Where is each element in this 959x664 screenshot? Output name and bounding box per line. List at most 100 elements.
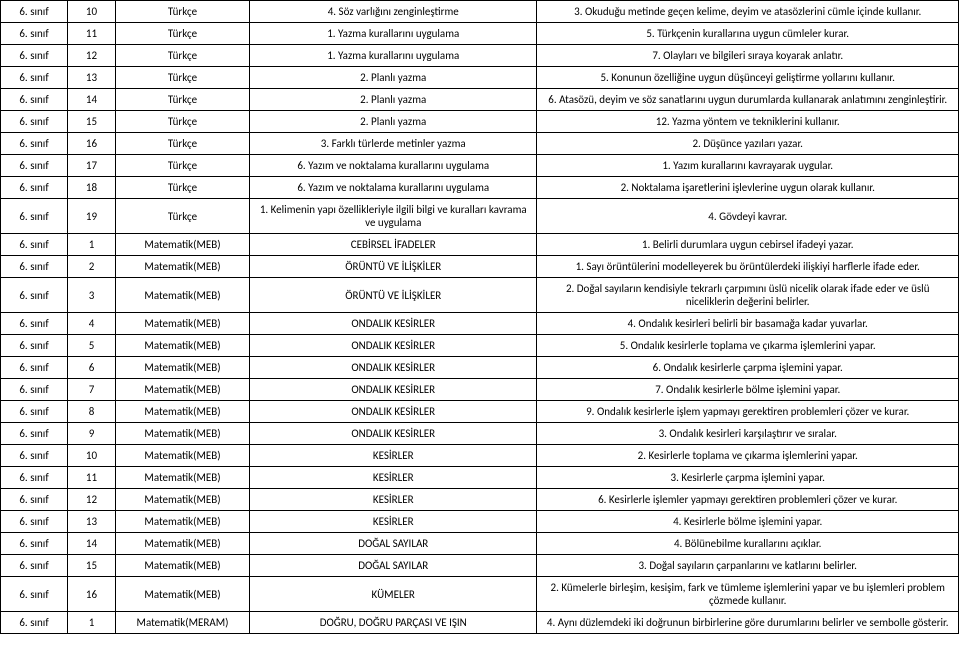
table-row: 6. sınıf3Matematik(MEB)ÖRÜNTÜ VE İLİŞKİL… — [1, 278, 959, 313]
table-row: 6. sınıf18Türkçe6. Yazım ve noktalama ku… — [1, 177, 959, 199]
objective-cell: 3. Okuduğu metinde geçen kelime, deyim v… — [537, 1, 959, 23]
table-row: 6. sınıf9Matematik(MEB)ONDALIK KESİRLER3… — [1, 423, 959, 445]
objective-cell: 6. Kesirlerle işlemler yapmayı gerektire… — [537, 489, 959, 511]
number-cell: 12 — [68, 45, 116, 67]
number-cell: 18 — [68, 177, 116, 199]
subject-cell: Türkçe — [115, 89, 249, 111]
subject-cell: Matematik(MEB) — [115, 577, 249, 612]
number-cell: 14 — [68, 533, 116, 555]
grade-cell: 6. sınıf — [1, 177, 68, 199]
topic-cell: DOĞRU, DOĞRU PARÇASI VE IŞIN — [250, 612, 537, 634]
number-cell: 15 — [68, 555, 116, 577]
objective-cell: 4. Bölünebilme kurallarını açıklar. — [537, 533, 959, 555]
objective-cell: 12. Yazma yöntem ve tekniklerini kullanı… — [537, 111, 959, 133]
grade-cell: 6. sınıf — [1, 357, 68, 379]
subject-cell: Türkçe — [115, 199, 249, 234]
topic-cell: ONDALIK KESİRLER — [250, 313, 537, 335]
subject-cell: Matematik(MEB) — [115, 511, 249, 533]
table-row: 6. sınıf8Matematik(MEB)ONDALIK KESİRLER9… — [1, 401, 959, 423]
table-row: 6. sınıf7Matematik(MEB)ONDALIK KESİRLER7… — [1, 379, 959, 401]
objective-cell: 4. Kesirlerle bölme işlemini yapar. — [537, 511, 959, 533]
number-cell: 10 — [68, 1, 116, 23]
objective-cell: 4. Ondalık kesirleri belirli bir basamağ… — [537, 313, 959, 335]
grade-cell: 6. sınıf — [1, 89, 68, 111]
subject-cell: Türkçe — [115, 111, 249, 133]
objective-cell: 2. Noktalama işaretlerini işlevlerine uy… — [537, 177, 959, 199]
number-cell: 11 — [68, 23, 116, 45]
number-cell: 6 — [68, 357, 116, 379]
grade-cell: 6. sınıf — [1, 133, 68, 155]
objective-cell: 5. Ondalık kesirlerle toplama ve çıkarma… — [537, 335, 959, 357]
topic-cell: DOĞAL SAYILAR — [250, 533, 537, 555]
number-cell: 19 — [68, 199, 116, 234]
grade-cell: 6. sınıf — [1, 612, 68, 634]
topic-cell: DOĞAL SAYILAR — [250, 555, 537, 577]
topic-cell: ÖRÜNTÜ VE İLİŞKİLER — [250, 256, 537, 278]
grade-cell: 6. sınıf — [1, 423, 68, 445]
grade-cell: 6. sınıf — [1, 533, 68, 555]
topic-cell: 3. Farklı türlerde metinler yazma — [250, 133, 537, 155]
number-cell: 1 — [68, 612, 116, 634]
grade-cell: 6. sınıf — [1, 199, 68, 234]
objective-cell: 7. Olayları ve bilgileri sıraya koyarak … — [537, 45, 959, 67]
table-row: 6. sınıf17Türkçe6. Yazım ve noktalama ku… — [1, 155, 959, 177]
subject-cell: Matematik(MEB) — [115, 256, 249, 278]
number-cell: 12 — [68, 489, 116, 511]
table-row: 6. sınıf15Matematik(MEB)DOĞAL SAYILAR3. … — [1, 555, 959, 577]
objective-cell: 1. Sayı örüntülerini modelleyerek bu örü… — [537, 256, 959, 278]
topic-cell: 2. Planlı yazma — [250, 89, 537, 111]
number-cell: 16 — [68, 133, 116, 155]
objective-cell: 2. Düşünce yazıları yazar. — [537, 133, 959, 155]
table-row: 6. sınıf10Matematik(MEB)KESİRLER2. Kesir… — [1, 445, 959, 467]
topic-cell: ONDALIK KESİRLER — [250, 357, 537, 379]
number-cell: 8 — [68, 401, 116, 423]
subject-cell: Matematik(MEB) — [115, 445, 249, 467]
topic-cell: ONDALIK KESİRLER — [250, 335, 537, 357]
objective-cell: 6. Ondalık kesirlerle çarpma işlemini ya… — [537, 357, 959, 379]
table-row: 6. sınıf2Matematik(MEB)ÖRÜNTÜ VE İLİŞKİL… — [1, 256, 959, 278]
grade-cell: 6. sınıf — [1, 445, 68, 467]
objective-cell: 7. Ondalık kesirlerle bölme işlemini yap… — [537, 379, 959, 401]
topic-cell: ONDALIK KESİRLER — [250, 423, 537, 445]
table-row: 6. sınıf1Matematik(MEB)CEBİRSEL İFADELER… — [1, 234, 959, 256]
objective-cell: 9. Ondalık kesirlerle işlem yapmayı gere… — [537, 401, 959, 423]
number-cell: 14 — [68, 89, 116, 111]
curriculum-table: 6. sınıf10Türkçe4. Söz varlığını zenginl… — [0, 0, 959, 634]
objective-cell: 1. Belirli durumlara uygun cebirsel ifad… — [537, 234, 959, 256]
grade-cell: 6. sınıf — [1, 313, 68, 335]
topic-cell: 6. Yazım ve noktalama kurallarını uygula… — [250, 177, 537, 199]
grade-cell: 6. sınıf — [1, 1, 68, 23]
topic-cell: KESİRLER — [250, 489, 537, 511]
number-cell: 7 — [68, 379, 116, 401]
grade-cell: 6. sınıf — [1, 379, 68, 401]
grade-cell: 6. sınıf — [1, 278, 68, 313]
subject-cell: Türkçe — [115, 1, 249, 23]
topic-cell: KÜMELER — [250, 577, 537, 612]
subject-cell: Matematik(MEB) — [115, 533, 249, 555]
objective-cell: 1. Yazım kurallarını kavrayarak uygular. — [537, 155, 959, 177]
table-row: 6. sınıf16Matematik(MEB)KÜMELER2. Kümele… — [1, 577, 959, 612]
subject-cell: Matematik(MEB) — [115, 278, 249, 313]
subject-cell: Matematik(MERAM) — [115, 612, 249, 634]
grade-cell: 6. sınıf — [1, 155, 68, 177]
subject-cell: Türkçe — [115, 155, 249, 177]
subject-cell: Matematik(MEB) — [115, 313, 249, 335]
subject-cell: Matematik(MEB) — [115, 357, 249, 379]
grade-cell: 6. sınıf — [1, 256, 68, 278]
objective-cell: 6. Atasözü, deyim ve söz sanatlarını uyg… — [537, 89, 959, 111]
topic-cell: 2. Planlı yazma — [250, 111, 537, 133]
objective-cell: 3. Kesirlerle çarpma işlemini yapar. — [537, 467, 959, 489]
objective-cell: 5. Türkçenin kurallarına uygun cümleler … — [537, 23, 959, 45]
topic-cell: ONDALIK KESİRLER — [250, 379, 537, 401]
topic-cell: ÖRÜNTÜ VE İLİŞKİLER — [250, 278, 537, 313]
subject-cell: Türkçe — [115, 23, 249, 45]
number-cell: 1 — [68, 234, 116, 256]
topic-cell: CEBİRSEL İFADELER — [250, 234, 537, 256]
grade-cell: 6. sınıf — [1, 401, 68, 423]
objective-cell: 3. Ondalık kesirleri karşılaştırır ve sı… — [537, 423, 959, 445]
table-row: 6. sınıf15Türkçe2. Planlı yazma12. Yazma… — [1, 111, 959, 133]
table-row: 6. sınıf11Türkçe1. Yazma kurallarını uyg… — [1, 23, 959, 45]
subject-cell: Türkçe — [115, 45, 249, 67]
table-row: 6. sınıf6Matematik(MEB)ONDALIK KESİRLER6… — [1, 357, 959, 379]
subject-cell: Matematik(MEB) — [115, 467, 249, 489]
